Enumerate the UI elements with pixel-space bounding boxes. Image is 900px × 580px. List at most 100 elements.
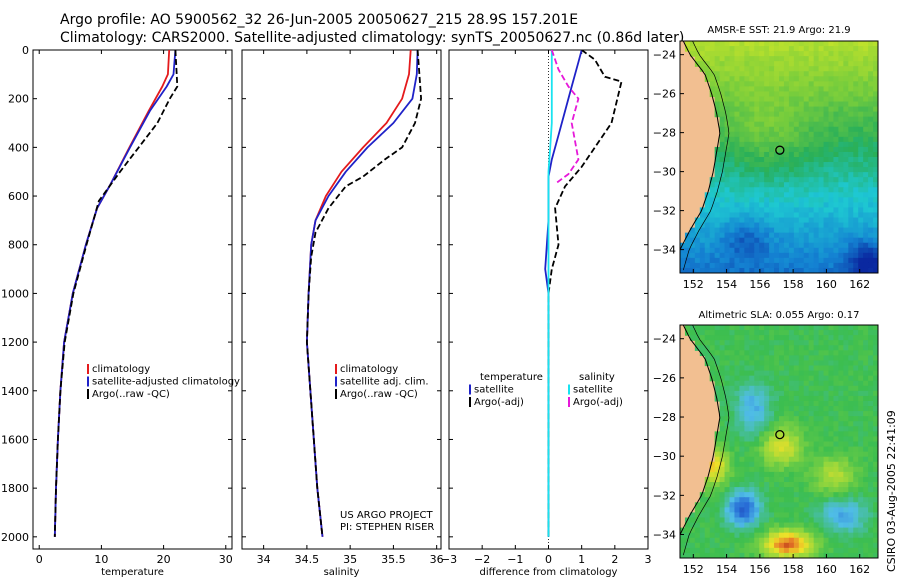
map-cell bbox=[759, 502, 765, 508]
map-cell bbox=[724, 441, 731, 448]
map-cell bbox=[744, 257, 750, 264]
map-cell bbox=[783, 416, 790, 422]
map-cell bbox=[779, 512, 785, 519]
map-cell bbox=[709, 547, 716, 554]
map-cell bbox=[774, 111, 780, 118]
map-cell bbox=[759, 527, 765, 534]
legend-label: satellite bbox=[573, 385, 613, 396]
map-cell bbox=[848, 267, 854, 273]
map-cell bbox=[759, 492, 765, 498]
map-cell bbox=[813, 345, 820, 351]
map-cell bbox=[843, 431, 849, 438]
map-cell bbox=[759, 222, 765, 229]
map-cell bbox=[843, 471, 849, 478]
map-cell bbox=[823, 487, 830, 493]
map-cell bbox=[818, 212, 825, 219]
map-cell bbox=[689, 335, 696, 341]
map-cell bbox=[729, 232, 736, 239]
map-cell bbox=[843, 451, 849, 458]
map-cell bbox=[803, 441, 810, 448]
map-cell bbox=[833, 446, 839, 453]
map-cell bbox=[823, 411, 830, 417]
map-cell bbox=[833, 182, 839, 188]
map-cell bbox=[734, 96, 740, 103]
map-cell bbox=[709, 41, 716, 47]
map-cell bbox=[858, 81, 864, 87]
map-cell bbox=[848, 390, 854, 397]
map-cell bbox=[739, 227, 745, 234]
map-cell bbox=[749, 365, 755, 372]
map-cell bbox=[783, 222, 790, 229]
map-cell bbox=[808, 492, 815, 498]
map-cell bbox=[873, 456, 878, 463]
map-cell bbox=[823, 400, 830, 407]
x-tick-label: 35.5 bbox=[381, 553, 406, 566]
map-cell bbox=[838, 141, 844, 148]
map-cell bbox=[724, 542, 731, 549]
map-cell bbox=[774, 131, 780, 138]
map-cell bbox=[868, 71, 874, 77]
map-cell bbox=[808, 197, 815, 203]
map-cell bbox=[833, 517, 839, 524]
map-cell bbox=[764, 406, 770, 412]
map-cell bbox=[813, 441, 820, 448]
map-cell bbox=[823, 497, 830, 503]
map-cell bbox=[788, 262, 795, 269]
map-cell bbox=[793, 456, 800, 463]
map-cell bbox=[764, 116, 770, 123]
map-cell bbox=[848, 360, 854, 367]
map-cell bbox=[808, 406, 815, 412]
map-cell bbox=[823, 262, 830, 269]
map-cell bbox=[714, 335, 721, 341]
map-cell bbox=[838, 482, 844, 488]
map-cell bbox=[828, 492, 835, 498]
map-cell bbox=[808, 212, 815, 219]
map-x-tick-label: 154 bbox=[716, 278, 737, 291]
map-cell bbox=[848, 217, 854, 224]
map-cell bbox=[788, 106, 795, 113]
map-cell bbox=[754, 517, 760, 524]
map-cell bbox=[694, 227, 701, 234]
map-cell bbox=[779, 446, 785, 453]
map-cell bbox=[729, 66, 736, 72]
map-cell bbox=[709, 252, 716, 259]
map-cell bbox=[689, 242, 696, 249]
map-cell bbox=[828, 51, 835, 57]
map-cell bbox=[863, 182, 869, 188]
x-tick-label: 10 bbox=[94, 553, 108, 566]
map-cell bbox=[774, 345, 780, 351]
map-cell bbox=[729, 252, 736, 259]
map-cell bbox=[788, 330, 795, 336]
map-cell bbox=[828, 237, 835, 244]
map-cell bbox=[833, 527, 839, 534]
map-cell bbox=[719, 527, 726, 534]
map-cell bbox=[779, 416, 785, 422]
map-cell bbox=[803, 512, 810, 519]
map-cell bbox=[868, 365, 874, 372]
map-cell bbox=[863, 247, 869, 254]
map-cell bbox=[863, 242, 869, 249]
map-cell bbox=[724, 61, 731, 67]
map-cell bbox=[808, 482, 815, 488]
map-cell bbox=[823, 242, 830, 249]
map-cell bbox=[848, 532, 854, 539]
map-cell bbox=[774, 81, 780, 87]
map-cell bbox=[863, 212, 869, 219]
map-cell bbox=[724, 262, 731, 269]
map-cell bbox=[764, 182, 770, 188]
map-cell bbox=[828, 355, 835, 362]
map-cell bbox=[853, 507, 859, 514]
map-cell bbox=[754, 537, 760, 544]
map-cell bbox=[739, 421, 745, 427]
map-cell bbox=[848, 330, 854, 336]
map-cell bbox=[868, 547, 874, 554]
map-cell bbox=[774, 451, 780, 458]
map-cell bbox=[838, 385, 844, 392]
map-cell bbox=[868, 522, 874, 529]
map-cell bbox=[744, 431, 750, 438]
map-cell bbox=[729, 385, 736, 392]
map-cell bbox=[749, 162, 755, 168]
map-cell bbox=[704, 267, 711, 273]
map-cell bbox=[719, 81, 726, 87]
map-cell bbox=[823, 416, 830, 422]
